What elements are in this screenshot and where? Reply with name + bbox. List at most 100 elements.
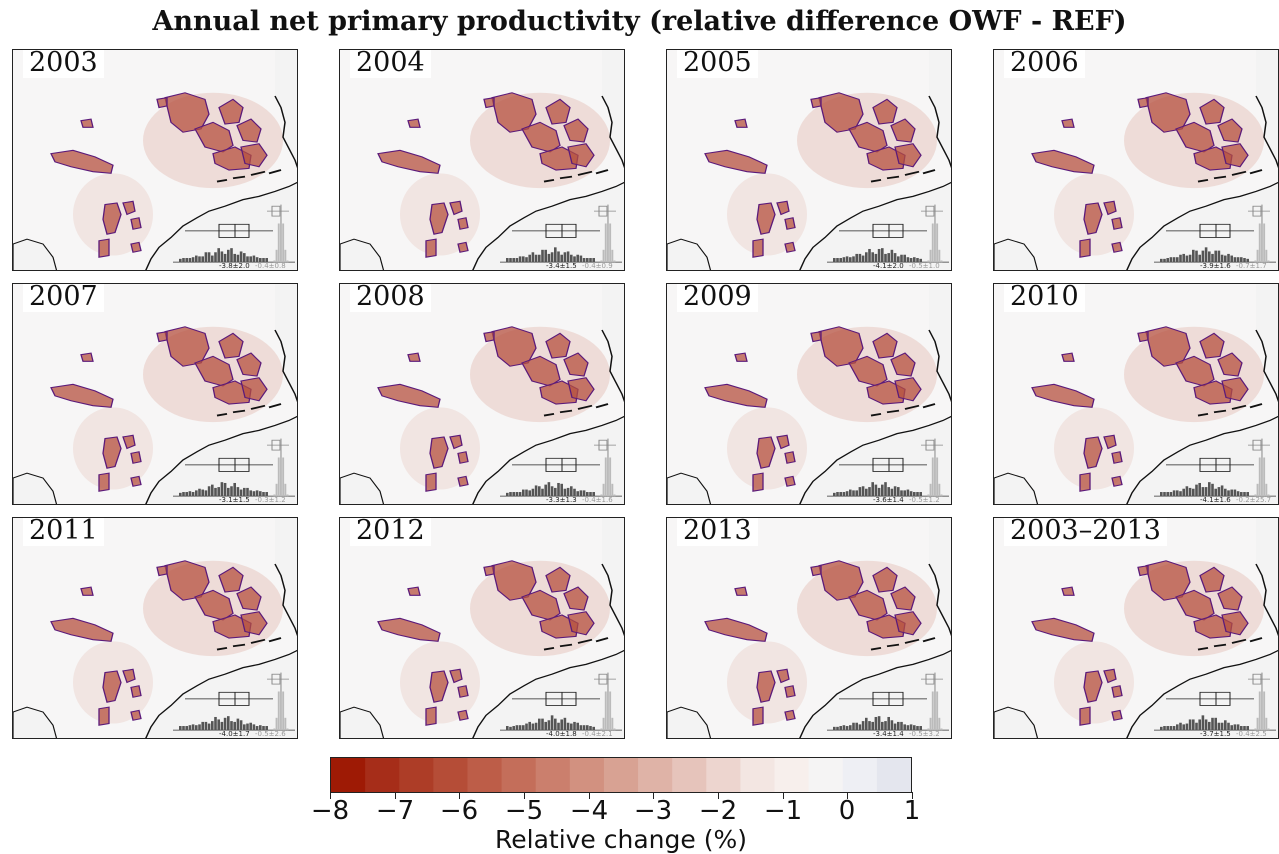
histogram-bar-ref xyxy=(938,249,941,263)
histogram-bar-owf xyxy=(900,254,903,263)
histogram-bar-ref xyxy=(282,691,285,731)
colorbar-segment xyxy=(842,758,878,792)
coastline xyxy=(799,415,951,504)
land-mainland xyxy=(145,182,297,270)
colorbar-segment xyxy=(365,758,400,792)
owf-stat: -4.0±1.8 xyxy=(546,730,577,738)
histogram-bar-owf xyxy=(179,258,182,263)
wind-farm-area xyxy=(734,352,748,362)
land-northeast xyxy=(275,518,297,634)
histogram-bar-owf xyxy=(243,724,246,731)
histogram-bar-owf xyxy=(1211,253,1214,263)
histogram-bar-owf xyxy=(547,482,551,497)
histogram-bar-owf xyxy=(528,490,531,497)
histogram-bar-ref xyxy=(275,483,278,497)
histogram-bar-owf xyxy=(1220,254,1224,263)
histogram-bar-ref xyxy=(940,728,943,731)
island xyxy=(1197,647,1209,651)
histogram-bar-ref xyxy=(609,457,612,497)
histogram-bar-ref xyxy=(931,223,934,263)
histogram-bar-owf xyxy=(919,258,922,263)
wind-farm-area xyxy=(212,614,252,639)
histogram-bar-owf xyxy=(1211,717,1214,731)
wind-farm-area xyxy=(457,217,469,230)
histogram-bar-owf xyxy=(1233,724,1237,731)
island xyxy=(1249,169,1263,175)
histogram-bar-owf xyxy=(1201,487,1205,497)
land-mainland xyxy=(472,650,624,738)
wind-farm-area xyxy=(776,200,790,216)
histogram-bar-owf xyxy=(1204,487,1208,497)
wind-farm-area xyxy=(425,472,437,492)
histogram-bar-owf xyxy=(563,252,567,263)
island xyxy=(886,643,900,648)
histogram-bar-ref xyxy=(613,494,616,497)
colorbar-tick xyxy=(653,792,654,799)
wind-farm-area xyxy=(212,146,252,171)
wind-farm-area xyxy=(752,706,764,726)
wind-farm-area xyxy=(848,589,888,621)
histogram-bar-owf xyxy=(881,721,884,731)
histogram-bar-owf xyxy=(252,255,256,263)
wind-farm-area xyxy=(818,92,864,133)
land-northeast xyxy=(602,50,624,166)
colorbar-segment xyxy=(433,758,468,792)
land-mainland xyxy=(1126,650,1278,738)
wind-farm-area xyxy=(236,118,262,143)
histogram-bar-owf xyxy=(506,726,509,731)
histogram-bar-owf xyxy=(220,482,224,497)
histogram-bar-owf xyxy=(265,258,268,263)
histogram-bar-owf xyxy=(852,256,855,263)
land-mainland xyxy=(799,182,951,270)
wind-farm-area xyxy=(491,92,537,133)
boxplot-box-ref xyxy=(598,673,608,685)
wind-farm-area xyxy=(1103,434,1117,450)
histogram-bar-owf xyxy=(220,721,224,731)
histogram-bar-owf xyxy=(865,717,868,731)
island xyxy=(886,175,900,180)
histogram-bar-owf xyxy=(1195,484,1198,497)
boxplot-box-owf xyxy=(872,457,904,472)
wind-farm-area xyxy=(1145,326,1191,367)
wind-farm-area xyxy=(784,475,796,487)
histogram-bar-owf xyxy=(515,725,519,731)
histogram-bar-owf xyxy=(1224,488,1227,497)
land-northeast xyxy=(1256,284,1278,400)
histogram-bar-ref xyxy=(604,691,607,731)
wind-farm-area xyxy=(377,617,441,642)
histogram-bar-ref xyxy=(1258,691,1261,731)
map-svg xyxy=(667,50,951,270)
histogram-bar-owf xyxy=(265,726,268,731)
histogram-bar-owf xyxy=(259,725,262,731)
wind-farm-area xyxy=(1031,383,1095,408)
histogram-bar-owf xyxy=(204,721,208,731)
boxplot-box-ref xyxy=(271,205,281,217)
histogram-bar-owf xyxy=(525,489,528,497)
histogram-bar-owf xyxy=(1230,489,1233,497)
histogram-bar-owf xyxy=(913,725,916,731)
boxplot-box-ref xyxy=(925,439,935,451)
colorbar-tick-label: −6 xyxy=(439,796,479,826)
histogram-bar-owf xyxy=(1188,254,1192,263)
wind-farm-area xyxy=(164,326,210,367)
histogram-bar-owf xyxy=(1243,258,1246,263)
coastline xyxy=(472,181,624,270)
wind-farm-area xyxy=(521,589,561,621)
wind-farm-area xyxy=(1031,149,1095,174)
histogram-bar-owf xyxy=(1182,724,1185,731)
coastline xyxy=(799,649,951,738)
land-northeast xyxy=(602,284,624,400)
histogram-bar-owf xyxy=(211,484,214,497)
island xyxy=(268,637,282,643)
histogram-bar-owf xyxy=(893,253,897,263)
land-west xyxy=(667,706,712,738)
wind-farm-area xyxy=(563,586,589,611)
map-svg xyxy=(667,518,951,738)
land-west xyxy=(667,472,712,504)
histogram-bar-owf xyxy=(265,492,268,497)
histogram-bar-owf xyxy=(518,725,522,731)
histogram-bar-owf xyxy=(204,490,208,497)
wind-farm-area xyxy=(457,709,469,721)
histogram-bar-owf xyxy=(592,492,595,497)
wind-farm-area xyxy=(429,436,449,469)
